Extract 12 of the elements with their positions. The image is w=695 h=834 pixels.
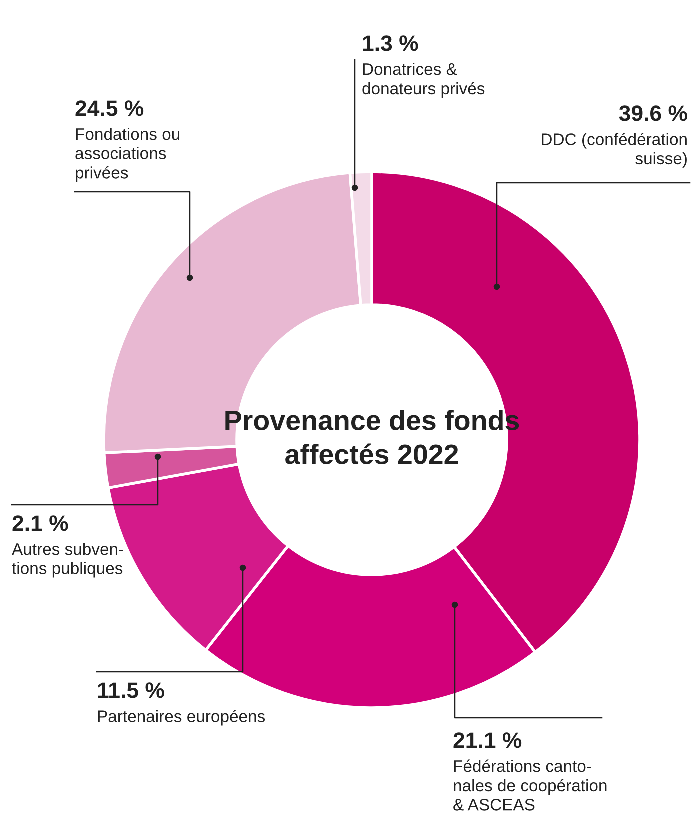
data-label: 24.5 % <box>76 100 144 116</box>
data-label: 39.6 % <box>619 106 688 122</box>
slice-label: DDC (confédération suisse) <box>542 132 687 168</box>
slice-label: Fédérations canto- nales de coopération & ASCEAS <box>454 760 607 811</box>
data-label: 2.1 % <box>12 516 68 532</box>
slice-label: Fondations ou associations privées <box>76 128 180 182</box>
data-label: 1.3 % <box>363 36 418 52</box>
slice-label: Partenaires européens <box>98 710 266 726</box>
data-label: 21.1 % <box>454 732 522 748</box>
slice-label: Donatrices & donateurs privés <box>362 63 485 98</box>
slice-label: Autres subven- tions publiques <box>12 543 124 578</box>
data-label: 11.5 % <box>98 682 164 698</box>
